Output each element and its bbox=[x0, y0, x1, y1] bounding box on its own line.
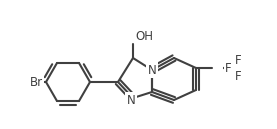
Text: N: N bbox=[127, 94, 135, 107]
Text: N: N bbox=[148, 63, 157, 76]
Text: F: F bbox=[235, 70, 241, 83]
Text: F: F bbox=[225, 62, 231, 75]
Text: F: F bbox=[235, 54, 241, 67]
Text: OH: OH bbox=[135, 30, 153, 42]
Text: Br: Br bbox=[29, 75, 43, 88]
